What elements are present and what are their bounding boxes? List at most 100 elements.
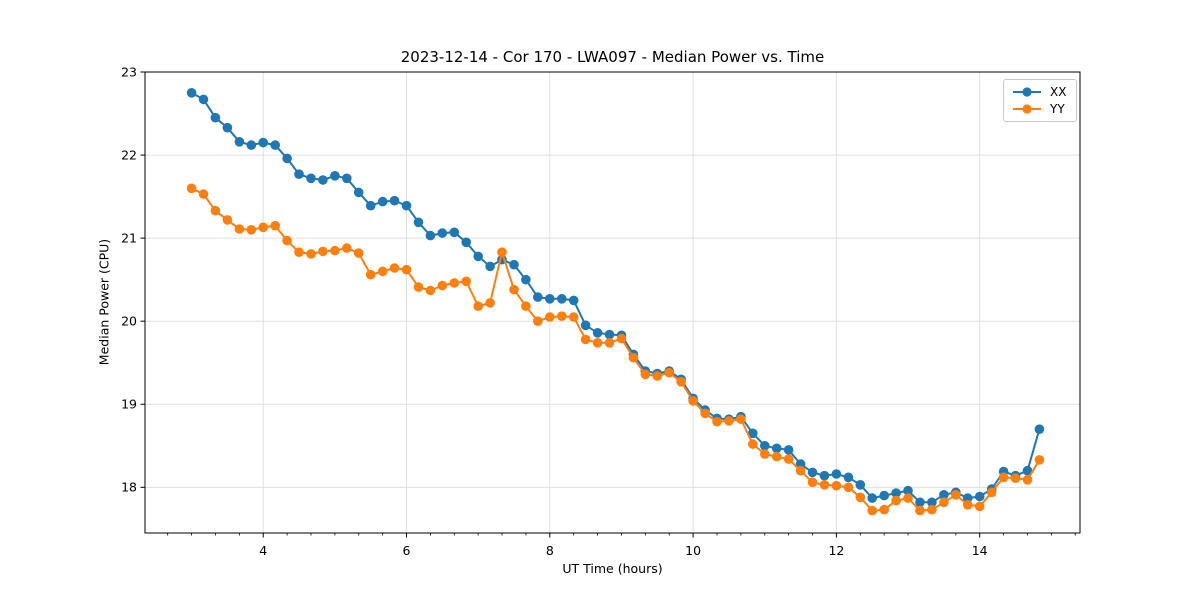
data-point-xx <box>282 153 292 164</box>
y-tick-label: 23 <box>121 64 137 79</box>
data-point-yy <box>425 285 436 296</box>
data-point-yy <box>330 245 340 256</box>
y-tick-label: 18 <box>121 480 137 495</box>
data-point-yy <box>807 477 818 488</box>
data-point-yy <box>557 311 567 322</box>
data-point-yy <box>700 408 710 419</box>
data-point-yy <box>1022 475 1033 485</box>
data-point-yy <box>580 334 591 345</box>
data-point-xx <box>234 137 245 147</box>
data-point-yy <box>748 439 758 449</box>
data-point-yy <box>270 220 281 231</box>
data-point-xx <box>819 470 830 481</box>
legend-line-sample-xx <box>1013 87 1041 97</box>
data-point-yy <box>891 495 901 506</box>
x-tick-label: 14 <box>972 543 988 558</box>
data-point-xx <box>760 441 770 451</box>
data-point-xx <box>353 187 364 198</box>
data-point-xx <box>903 485 913 496</box>
data-point-yy <box>652 371 663 381</box>
chart-title: 2023-12-14 - Cor 170 - LWA097 - Median P… <box>400 48 825 66</box>
data-point-yy <box>282 235 292 246</box>
data-point-xx <box>521 274 531 285</box>
y-tick-label: 22 <box>121 147 137 162</box>
data-point-xx <box>927 497 937 508</box>
data-point-xx <box>270 140 281 150</box>
legend-item-xx: XX <box>1012 85 1066 99</box>
data-point-xx <box>1034 424 1045 435</box>
data-point-yy <box>234 224 245 234</box>
data-point-xx <box>330 171 340 181</box>
data-point-yy <box>939 497 949 508</box>
data-point-xx <box>557 294 567 304</box>
data-point-yy <box>389 263 400 273</box>
data-point-yy <box>222 215 233 225</box>
data-point-xx <box>843 472 854 483</box>
axes-frame <box>144 71 1081 534</box>
legend: XX YY <box>1003 79 1078 122</box>
legend-label-yy: YY <box>1050 102 1065 116</box>
data-point-yy <box>545 312 555 322</box>
data-point-xx <box>485 261 495 272</box>
data-point-xx <box>568 295 579 306</box>
data-point-yy <box>413 282 424 292</box>
data-point-yy <box>974 501 985 512</box>
data-point-yy <box>449 278 460 288</box>
data-point-yy <box>712 416 722 427</box>
data-point-yy <box>258 222 269 233</box>
data-point-yy <box>294 247 304 257</box>
data-point-xx <box>962 493 973 503</box>
data-point-xx <box>401 200 412 211</box>
data-point-yy <box>1010 473 1021 484</box>
data-point-yy <box>783 454 794 464</box>
data-point-yy <box>509 284 519 295</box>
data-point-yy <box>485 298 495 308</box>
data-point-xx <box>974 491 985 502</box>
data-point-xx <box>580 320 591 331</box>
data-point-xx <box>592 328 603 338</box>
y-tick-label: 20 <box>121 313 137 328</box>
data-point-yy <box>306 249 316 259</box>
data-point-yy <box>437 280 448 291</box>
y-tick-label: 21 <box>121 230 137 245</box>
x-tick-label: 8 <box>546 543 554 558</box>
data-point-yy <box>724 416 734 426</box>
data-point-yy <box>962 500 973 510</box>
data-point-xx <box>867 493 877 503</box>
data-point-yy <box>998 472 1009 483</box>
data-point-yy <box>951 490 961 500</box>
data-point-xx <box>318 175 328 185</box>
data-point-yy <box>867 505 877 516</box>
data-point-yy <box>365 269 376 280</box>
data-point-xx <box>461 237 472 248</box>
data-point-yy <box>568 312 579 322</box>
data-point-yy <box>760 449 770 459</box>
data-point-xx <box>198 94 209 105</box>
data-point-xx <box>377 196 388 207</box>
data-point-yy <box>843 482 854 493</box>
data-point-yy <box>736 414 746 425</box>
legend-label-xx: XX <box>1050 85 1067 99</box>
data-point-yy <box>533 316 543 327</box>
data-point-yy <box>927 504 937 515</box>
data-point-xx <box>795 459 806 469</box>
data-point-yy <box>795 465 806 476</box>
data-point-yy <box>604 338 615 348</box>
data-point-xx <box>533 292 543 302</box>
data-point-yy <box>855 492 866 503</box>
y-axis-label: Median Power (CPU) <box>96 238 112 366</box>
data-point-yy <box>676 377 686 387</box>
data-point-xx <box>210 112 221 123</box>
data-point-yy <box>986 487 997 498</box>
data-point-xx <box>807 467 818 478</box>
data-point-yy <box>628 352 639 363</box>
data-point-yy <box>377 266 388 277</box>
data-point-yy <box>915 505 925 516</box>
data-point-yy <box>879 504 889 515</box>
x-tick-label: 12 <box>828 543 844 558</box>
data-point-xx <box>915 497 925 508</box>
data-point-xx <box>1022 465 1033 476</box>
data-point-xx <box>365 200 376 211</box>
